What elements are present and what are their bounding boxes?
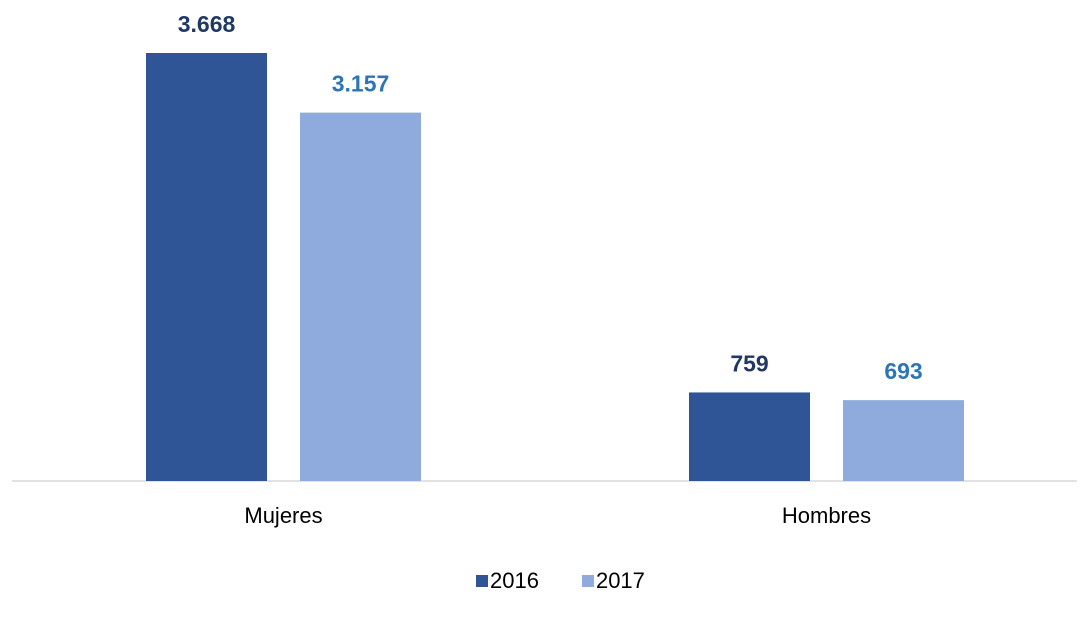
- legend-swatch: [581, 575, 594, 587]
- bar: [843, 400, 964, 481]
- bar: [689, 392, 810, 481]
- legend-label: 2017: [596, 568, 645, 593]
- value-label: 3.157: [332, 71, 390, 97]
- x-tick-label: Mujeres: [244, 503, 322, 528]
- value-label: 3.668: [178, 11, 236, 37]
- value-label: 759: [730, 351, 768, 377]
- value-label: 693: [884, 358, 922, 384]
- bar: [146, 53, 267, 481]
- legend-label: 2016: [490, 568, 539, 593]
- bar: [300, 112, 421, 482]
- legend-swatch: [476, 575, 488, 587]
- x-tick-label: Hombres: [782, 503, 871, 528]
